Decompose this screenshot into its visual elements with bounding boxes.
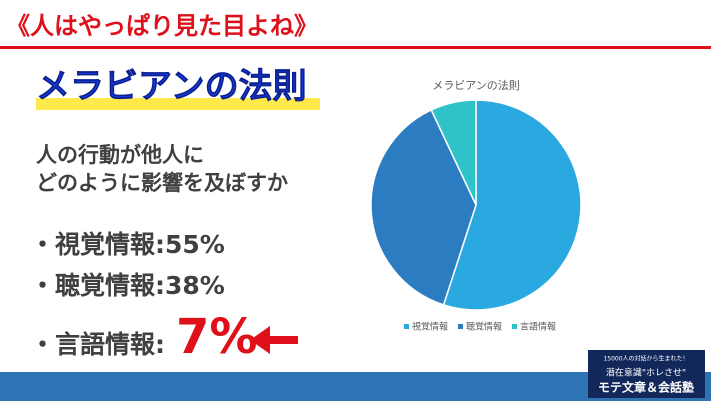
- bullet: ・視覚情報:55%: [30, 230, 225, 259]
- chart-title: メラビアンの法則: [432, 78, 520, 92]
- legend-swatch: [404, 324, 409, 329]
- header-rule: [0, 46, 711, 49]
- question-line: 人の行動が他人に: [36, 143, 204, 167]
- legend-swatch: [458, 324, 463, 329]
- pie-slice: [370, 108, 477, 306]
- question-line: どのように影響を及ぼすか: [36, 171, 288, 195]
- logo-line: モテ文章＆会話塾: [598, 380, 694, 395]
- legend-label: 視覚情報: [412, 321, 448, 333]
- header-title: 《人はやっぱり見た目よね》: [6, 12, 318, 40]
- logo-line: 潜在意識"ホレさせ": [606, 367, 686, 379]
- legend-label: 聴覚情報: [466, 321, 502, 333]
- emphasis: 7%: [176, 309, 258, 365]
- logo-tagline: 15000人の対話から生まれた！: [603, 355, 688, 363]
- bullet: ・言語情報:: [30, 330, 165, 359]
- pie-slice: [442, 99, 582, 311]
- logo-box: [588, 350, 705, 398]
- pie-chart: 視覚情報 聴覚情報 言語情報: [370, 99, 582, 333]
- legend-label: 言語情報: [520, 321, 556, 333]
- arrow: [250, 326, 298, 354]
- heading-highlight: [36, 98, 320, 110]
- pie-slice: [430, 99, 477, 206]
- bullet: ・聴覚情報:38%: [30, 271, 225, 300]
- slide-heading: メラビアンの法則: [36, 67, 307, 107]
- legend-swatch: [512, 324, 517, 329]
